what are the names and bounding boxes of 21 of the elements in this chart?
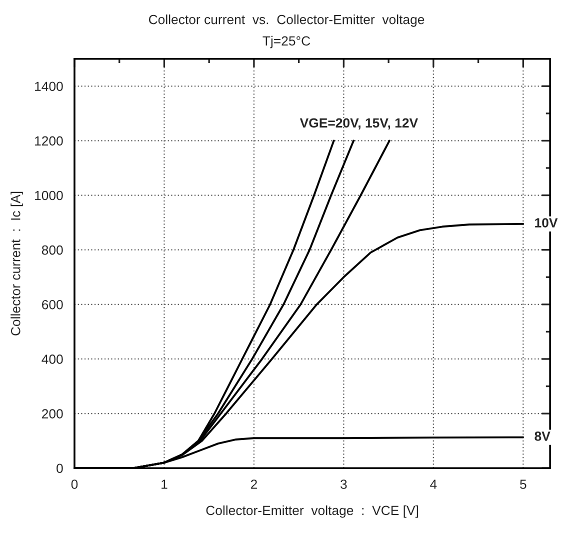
x-tick-label: 3 <box>340 480 347 489</box>
annotation: 10V <box>535 218 558 228</box>
y-tick-label: 400 <box>42 354 63 364</box>
y-axis-title: Collector current : Ic [A] <box>10 192 23 336</box>
y-tick-label: 0 <box>56 464 63 474</box>
annotation: VGE=20V, 15V, 12V <box>300 118 418 130</box>
y-tick-label: 1200 <box>35 136 63 146</box>
chart-subtitle: Tj=25°C <box>262 36 310 48</box>
x-tick-label: 1 <box>162 480 168 489</box>
x-axis-title: Collector-Emitter voltage : VCE [V] <box>206 505 418 518</box>
x-tick-label: 4 <box>430 480 437 489</box>
annotation: 8V <box>534 431 550 441</box>
y-tick-label: 200 <box>42 409 63 418</box>
x-tick-label: 5 <box>520 480 526 489</box>
y-tick-label: 1400 <box>35 82 63 92</box>
chart-title: Collector current vs. Collector-Emitter voltage <box>148 14 424 27</box>
y-tick-label: 1000 <box>35 190 63 200</box>
x-tick-label: 0 <box>71 480 78 489</box>
y-tick-label: 800 <box>42 245 63 255</box>
x-tick-label: 2 <box>250 480 257 489</box>
y-tick-label: 600 <box>42 300 63 310</box>
